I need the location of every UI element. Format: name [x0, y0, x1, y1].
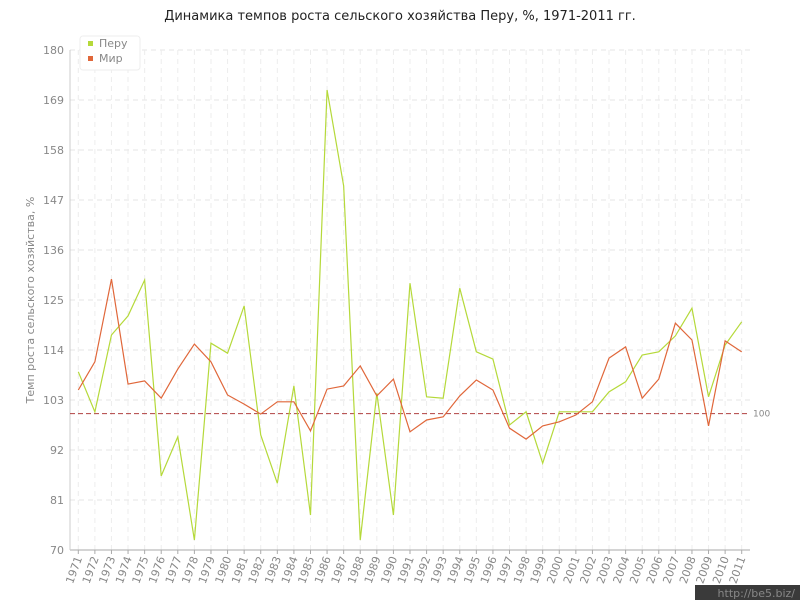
legend-label: Перу: [99, 37, 128, 50]
chart-title: Динамика темпов роста сельского хозяйств…: [164, 9, 636, 24]
series-line: [77, 89, 743, 541]
y-tick-label: 158: [43, 144, 64, 157]
y-tick-label: 180: [43, 44, 64, 57]
y-tick-label: 70: [50, 544, 64, 557]
watermark-bg: [695, 585, 800, 600]
legend-label: Мир: [99, 52, 123, 65]
series-line: [77, 278, 743, 440]
y-tick-label: 81: [50, 494, 64, 507]
y-axis-label: Темп роста сельского хозяйства, %: [24, 197, 37, 405]
legend-box: [79, 35, 141, 71]
y-tick-label: 136: [43, 244, 64, 257]
y-tick-label: 125: [43, 294, 64, 307]
y-tick-label: 169: [43, 94, 64, 107]
y-tick-label: 103: [43, 394, 64, 407]
legend-swatch: [88, 41, 93, 46]
y-tick-label: 147: [43, 194, 64, 207]
watermark: http://be5.biz/: [718, 587, 796, 600]
reference-label: 100: [753, 410, 770, 420]
legend-swatch: [88, 56, 93, 61]
y-tick-label: 92: [50, 444, 64, 457]
y-tick-label: 114: [43, 344, 64, 357]
